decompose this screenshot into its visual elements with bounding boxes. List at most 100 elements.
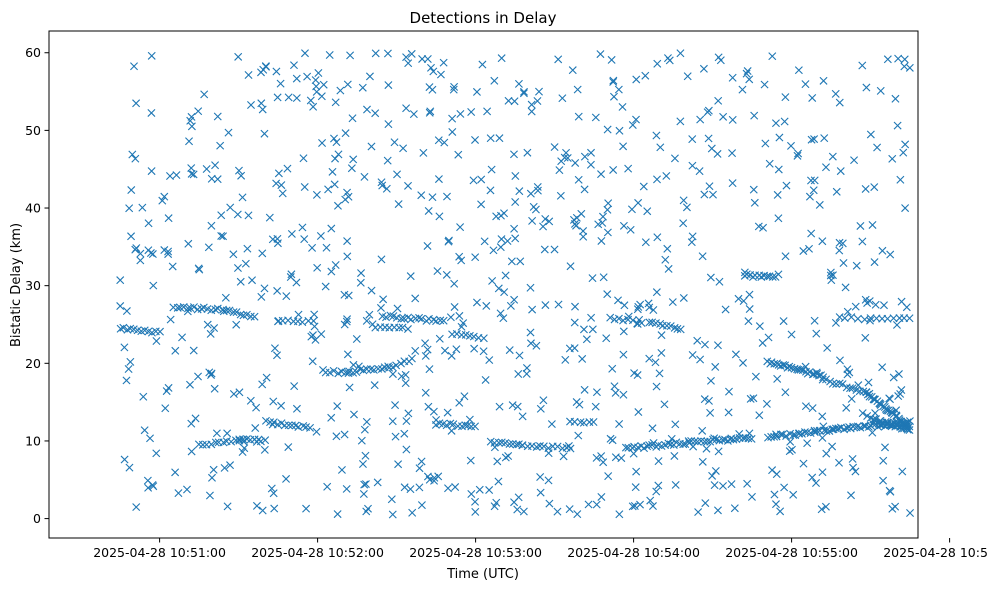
detection-point [388,370,397,379]
detection-point [329,366,338,375]
detection-point [219,232,228,241]
detection-point [654,457,663,466]
detection-point [194,107,203,116]
detection-point [774,214,783,223]
detection-point [411,294,420,303]
detection-point [378,181,387,190]
detection-point [311,76,320,85]
detection-point [347,164,356,173]
detection-point [822,375,831,384]
detection-point [626,225,635,234]
detection-point [820,134,829,143]
detection-point [371,49,380,58]
detection-point [510,295,519,304]
detection-point [894,370,903,379]
detection-point [903,422,912,431]
detection-point [144,483,153,492]
detection-point [186,380,194,389]
detection-point [889,314,898,323]
detection-point [504,452,513,461]
detection-point [274,169,283,178]
detection-point [443,408,452,417]
detection-point [695,167,704,176]
detection-point [731,350,740,359]
detection-point [815,200,824,209]
detection-point [715,277,724,286]
detection-point [409,110,418,119]
detection-point [597,236,606,245]
detection-point [652,382,661,391]
detection-point [359,490,368,499]
detection-point [244,211,253,220]
detection-point [615,510,624,519]
detection-point [386,311,395,320]
detection-point [818,468,827,477]
detection-point [423,241,432,250]
detection-point [360,172,369,181]
detection-point [406,272,415,281]
detection-point [573,510,582,519]
detection-point [246,396,255,405]
detection-point [144,219,153,228]
detection-point [166,315,175,324]
detection-point [500,288,509,297]
detection-point [317,92,326,101]
detection-point [278,189,287,198]
detection-point [558,94,567,103]
detection-point [364,504,372,513]
detection-point [876,86,885,95]
detection-point [395,323,404,332]
detection-point [182,485,191,494]
detection-point [846,384,855,393]
detection-point [367,286,376,295]
detection-point [360,480,369,489]
detection-point [779,317,788,326]
detection-point [149,281,158,290]
detection-point [331,261,340,269]
detection-point [799,247,808,256]
detection-point [495,134,504,143]
detection-point [494,284,503,293]
detection-point [527,441,536,450]
detection-point [592,453,601,462]
detection-point [584,500,593,509]
detection-point [273,93,282,102]
detection-point [456,109,465,118]
detection-point [597,492,606,501]
detection-point [349,360,358,369]
detection-point [591,402,600,411]
detection-point [556,191,565,200]
detection-point [294,423,303,432]
detection-point [602,334,611,343]
detection-point [749,185,758,194]
detection-point [679,440,688,449]
detection-point [442,270,451,279]
detection-point [619,221,628,230]
detection-point [523,148,532,157]
detection-point [701,499,710,508]
detection-point [576,418,585,427]
detection-point [589,418,598,427]
detection-point [828,379,837,388]
detection-point [515,351,524,360]
detection-point [497,54,506,63]
detection-point [619,350,628,359]
detection-point [574,112,583,121]
detection-point [679,219,688,228]
detection-point [637,319,646,328]
y-tick-label: 60 [25,45,41,60]
detection-point [427,63,435,72]
detection-point [813,426,822,435]
detection-point [690,437,699,446]
detection-point [850,156,859,165]
detection-point [831,424,840,433]
detection-point [664,264,673,273]
detection-point [886,250,895,259]
detection-point [828,152,837,161]
detection-point [403,325,412,334]
detection-point [308,331,317,340]
detection-point [508,401,517,410]
detection-point [724,408,733,417]
detection-point [507,257,516,266]
chart-title: Detections in Delay [410,9,557,27]
